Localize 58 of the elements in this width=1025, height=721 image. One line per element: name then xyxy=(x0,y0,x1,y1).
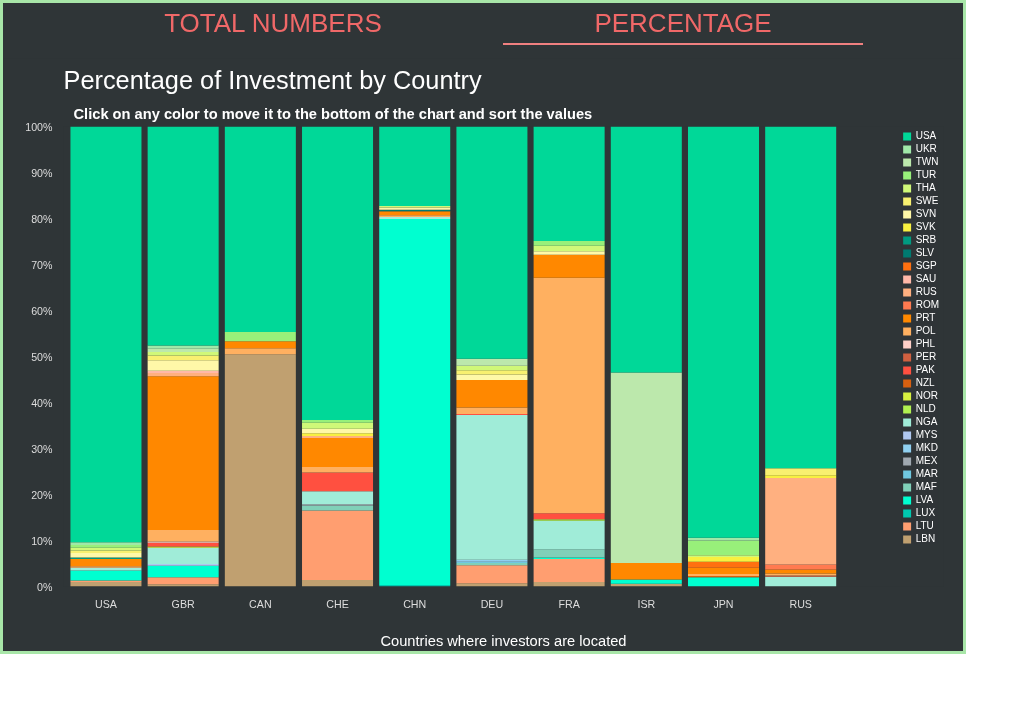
legend-label: PHL xyxy=(915,338,936,349)
y-tick-label: 20% xyxy=(31,488,54,501)
y-tick-label: 90% xyxy=(31,166,54,179)
x-tick-label: USA xyxy=(95,597,118,610)
legend-label: PAK xyxy=(915,364,936,375)
x-axis-title: Countries where investors are located xyxy=(380,632,627,649)
x-tick-label: CAN xyxy=(249,597,272,610)
legend-label: SVN xyxy=(915,208,937,219)
y-tick-label: 0% xyxy=(37,580,54,593)
text: TOTAL NUMBERS xyxy=(163,8,383,40)
legend-label: MAF xyxy=(915,481,937,492)
legend-label: PER xyxy=(915,351,937,362)
y-tick-label: 30% xyxy=(31,442,54,455)
legend-label: PRT xyxy=(915,312,936,323)
legend-label: TWN xyxy=(915,156,939,167)
x-tick-label: GBR xyxy=(171,597,195,610)
y-tick-label: 50% xyxy=(31,350,54,363)
text: PERCENTAGE xyxy=(503,8,863,45)
legend-label: NOR xyxy=(915,390,938,401)
y-tick-label: 70% xyxy=(31,258,54,271)
legend-label: SAU xyxy=(915,273,937,284)
x-tick-label: CHE xyxy=(326,597,349,610)
x-tick-label: FRA xyxy=(558,597,581,610)
legend-label: LBN xyxy=(915,533,936,544)
legend-label: TUR xyxy=(915,169,937,180)
legend-label: ROM xyxy=(915,299,939,310)
legend-label: NLD xyxy=(915,403,936,414)
legend-label: MEX xyxy=(915,455,938,466)
legend-label: POL xyxy=(915,325,936,336)
legend-label: USA xyxy=(915,130,937,141)
y-tick-label: 10% xyxy=(31,534,54,547)
legend-label: SGP xyxy=(915,260,937,271)
legend-label: RUS xyxy=(915,286,937,297)
x-tick-label: ISR xyxy=(637,597,656,610)
chart-title: Percentage of Investment by Country xyxy=(63,65,482,94)
legend-label: MAR xyxy=(915,468,938,479)
legend-label: MYS xyxy=(915,429,938,440)
legend-label: NGA xyxy=(915,416,938,427)
legend-label: MKD xyxy=(915,442,938,453)
x-tick-label: JPN xyxy=(713,597,734,610)
legend-label: LUX xyxy=(915,507,936,518)
x-tick-label: DEU xyxy=(480,597,504,610)
chart-subtitle: Click on any color to move it to the bottom of the chart and sort the values xyxy=(73,105,593,122)
legend-label: SRB xyxy=(915,234,937,245)
y-tick-label: 100% xyxy=(25,120,54,133)
legend-label: UKR xyxy=(915,143,937,154)
legend-label: SVK xyxy=(915,221,936,232)
y-tick-label: 40% xyxy=(31,396,54,409)
legend-label: THA xyxy=(915,182,936,193)
x-tick-label: RUS xyxy=(789,597,812,610)
legend-label: NZL xyxy=(915,377,936,388)
y-tick-label: 80% xyxy=(31,212,54,225)
legend-label: SLV xyxy=(915,247,935,258)
x-tick-label: CHN xyxy=(403,597,427,610)
y-tick-label: 60% xyxy=(31,304,54,317)
legend-label: LTU xyxy=(915,520,935,531)
legend-label: SWE xyxy=(915,195,939,206)
legend-label: LVA xyxy=(915,494,935,505)
